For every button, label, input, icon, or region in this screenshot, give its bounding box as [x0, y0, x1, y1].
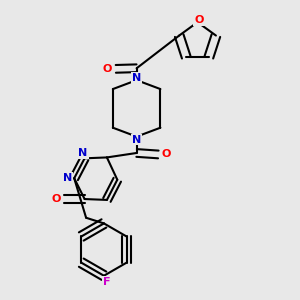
- Text: O: O: [52, 194, 61, 204]
- Text: O: O: [194, 15, 204, 25]
- Text: O: O: [103, 64, 112, 74]
- Text: N: N: [132, 73, 141, 83]
- Text: O: O: [162, 149, 171, 160]
- Text: N: N: [132, 135, 141, 145]
- Text: N: N: [79, 148, 88, 158]
- Text: F: F: [103, 277, 111, 287]
- Text: N: N: [63, 173, 72, 183]
